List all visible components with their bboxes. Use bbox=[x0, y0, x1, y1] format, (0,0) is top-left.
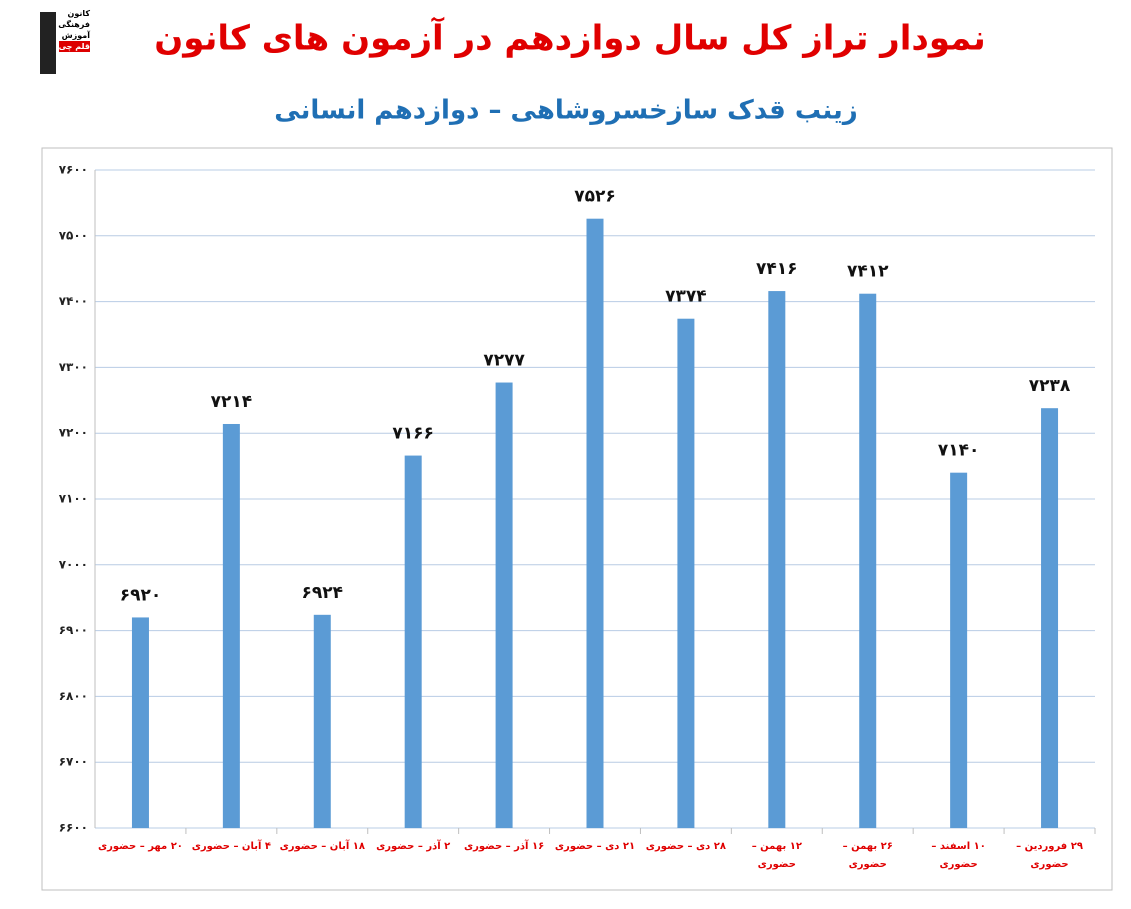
x-tick-label: ۲۸ دی – حضوری bbox=[645, 841, 727, 852]
y-tick-label: ۶۷۰۰ bbox=[59, 755, 88, 769]
data-label: ۷۱۶۶ bbox=[392, 424, 434, 444]
chart-subtitle: زینب قدک سازخسروشاهی – دوازدهم انسانی bbox=[274, 96, 857, 126]
y-tick-label: ۷۲۰۰ bbox=[59, 426, 88, 440]
logo: کانون فرهنگی آموزش قلم چی bbox=[34, 8, 90, 74]
bar bbox=[768, 291, 786, 828]
data-label: ۷۱۴۰ bbox=[938, 441, 980, 461]
bar bbox=[313, 614, 331, 828]
data-label: ۷۲۷۷ bbox=[483, 351, 525, 371]
logo-text: آموزش bbox=[61, 31, 90, 40]
bar bbox=[859, 293, 877, 829]
data-label: ۷۳۷۴ bbox=[665, 287, 707, 307]
x-tick-label: ۲۶ بهمن – حضوری bbox=[842, 841, 893, 870]
data-label: ۷۲۱۴ bbox=[211, 392, 253, 412]
data-label: ۶۹۲۰ bbox=[120, 585, 162, 605]
x-tick-label: ۲۰ مهر – حضوری bbox=[97, 841, 183, 852]
y-tick-label: ۶۹۰۰ bbox=[59, 623, 88, 637]
logo-text: فرهنگی bbox=[58, 20, 90, 29]
bar bbox=[131, 617, 149, 828]
x-tick-label: ۴ آبان – حضوری bbox=[191, 841, 271, 852]
y-tick-label: ۷۴۰۰ bbox=[59, 294, 88, 308]
chart-title: نمودار تراز کل سال دوازدهم در آزمون های … bbox=[154, 17, 986, 59]
data-label: ۶۹۲۴ bbox=[302, 583, 344, 603]
x-tick-label: ۲ آذر – حضوری bbox=[376, 841, 451, 852]
x-tick-label: ۲۱ دی – حضوری bbox=[554, 841, 636, 852]
bar bbox=[950, 472, 968, 828]
bar bbox=[495, 382, 513, 828]
x-tick-label: ۱۶ آذر – حضوری bbox=[463, 841, 545, 852]
x-tick-label: ۲۹ فروردین – حضوری bbox=[1016, 841, 1083, 870]
data-label: ۷۵۲۶ bbox=[574, 187, 616, 207]
bar bbox=[222, 423, 240, 828]
x-tick-label: ۱۰ اسفند – حضوری bbox=[931, 841, 986, 870]
data-label: ۷۲۳۸ bbox=[1029, 376, 1071, 396]
y-tick-label: ۷۶۰۰ bbox=[59, 163, 88, 177]
y-tick-label: ۷۱۰۰ bbox=[59, 492, 88, 506]
x-tick-label: ۱۲ بهمن – حضوری bbox=[751, 841, 802, 870]
logo-text: قلم چی bbox=[58, 41, 90, 52]
data-label: ۷۴۱۶ bbox=[756, 259, 798, 279]
bar bbox=[1041, 408, 1059, 828]
bar bbox=[677, 318, 695, 828]
x-tick-label: ۱۸ آبان – حضوری bbox=[279, 841, 365, 852]
logo-figure bbox=[40, 12, 56, 74]
bar bbox=[586, 218, 604, 828]
logo-text: کانون bbox=[67, 9, 90, 18]
y-tick-label: ۶۶۰۰ bbox=[59, 821, 88, 835]
bar bbox=[404, 455, 422, 828]
chart-frame bbox=[41, 147, 1113, 891]
y-tick-label: ۷۵۰۰ bbox=[59, 228, 88, 242]
y-tick-label: ۷۳۰۰ bbox=[59, 360, 88, 374]
data-label: ۷۴۱۲ bbox=[847, 262, 889, 282]
y-tick-label: ۶۸۰۰ bbox=[59, 689, 88, 703]
y-tick-label: ۷۰۰۰ bbox=[59, 557, 88, 571]
